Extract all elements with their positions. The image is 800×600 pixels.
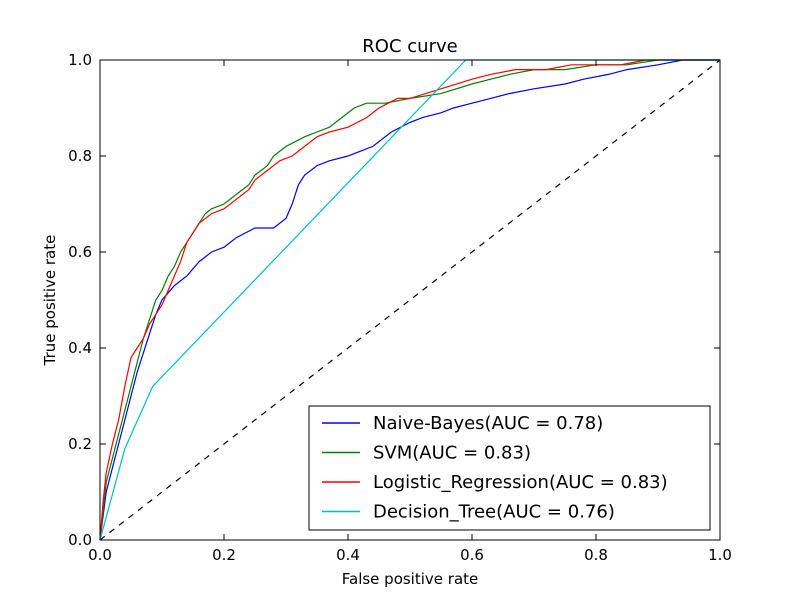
y-axis-label: True positive rate (41, 235, 59, 367)
x-axis-label: False positive rate (342, 570, 479, 588)
x-tick-label: 0.2 (212, 546, 236, 564)
legend-label-3: Logistic_Regression(AUC = 0.83) (373, 472, 668, 493)
legend-label-2: SVM(AUC = 0.83) (373, 443, 531, 464)
y-tick-label: 0.0 (68, 531, 92, 549)
legend-box (308, 405, 711, 531)
y-tick-label: 0.6 (68, 243, 92, 261)
x-tick-label: 0.8 (584, 546, 608, 564)
y-tick-label: 1.0 (68, 51, 92, 69)
x-tick-label: 0.0 (88, 546, 112, 564)
legend-label-1: Naive-Bayes(AUC = 0.78) (373, 413, 603, 434)
axis-ticks: 0.0 0.2 0.4 0.6 0.8 1.0 0.0 0.2 0.4 0.6 0.8 1.0 (68, 51, 732, 564)
axes-frame (99, 59, 721, 541)
legend: Naive-Bayes(AUC = 0.78) SVM(AUC = 0.83) Lo… (308, 405, 711, 531)
x-tick-label: 1.0 (708, 546, 732, 564)
series-line-2 (99, 59, 720, 541)
y-tick-label: 0.8 (68, 147, 92, 165)
chance-diagonal-line (99, 59, 721, 541)
series-line-1 (99, 59, 720, 541)
legend-label-4: Decision_Tree(AUC = 0.76) (373, 502, 615, 523)
y-tick-label: 0.2 (68, 435, 92, 453)
x-tick-label: 0.4 (336, 546, 360, 564)
plot-area (99, 59, 721, 541)
series-line-3 (99, 59, 720, 541)
chart-title: ROC curve (362, 36, 457, 57)
y-tick-label: 0.4 (68, 339, 92, 357)
x-tick-label: 0.6 (460, 546, 484, 564)
